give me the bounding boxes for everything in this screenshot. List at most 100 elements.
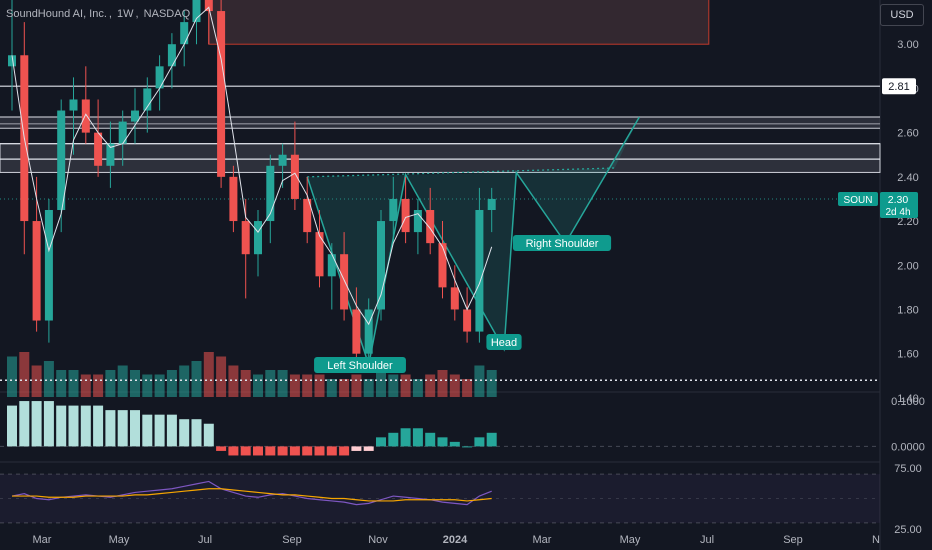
volume-bar — [376, 370, 386, 397]
histogram-bar — [191, 419, 202, 447]
head-label-bg — [486, 334, 522, 350]
volume-bar — [486, 370, 497, 397]
time-tick: 2024 — [443, 534, 468, 546]
histogram-bar — [130, 410, 140, 447]
histogram-bar — [289, 446, 300, 456]
volume-bar — [154, 374, 165, 397]
volume-bar — [351, 374, 362, 397]
candle-body — [155, 66, 164, 89]
candle-body — [438, 243, 447, 288]
candle-body — [352, 309, 361, 354]
time-tick: Sep — [783, 534, 803, 546]
histogram-bar — [154, 414, 165, 447]
symbol-name: SoundHound AI, Inc. — [6, 8, 107, 20]
histogram-bar — [302, 446, 313, 456]
candle-body — [487, 198, 496, 210]
histogram-bar — [31, 401, 42, 447]
time-tick: Jul — [198, 534, 212, 546]
price-tick: 1.80 — [897, 304, 918, 316]
time-axis[interactable]: Mar May Jul Sep Nov 2024 Mar May Jul Sep N — [33, 534, 881, 546]
volume-bar — [400, 374, 411, 397]
pattern-labels[interactable]: Left Shoulder Head Right Shoulder — [314, 235, 612, 373]
histogram-bar — [314, 446, 325, 456]
candle-body — [217, 11, 226, 177]
time-tick: Mar — [33, 534, 52, 546]
candle-body — [278, 154, 287, 166]
volume-bar — [7, 356, 17, 397]
chart-header: SoundHound AI, Inc., 1W, NASDAQ — [6, 8, 191, 20]
volume-bar — [68, 370, 79, 397]
candle-body — [44, 210, 53, 321]
currency-button[interactable]: USD — [880, 4, 924, 26]
histogram-bar — [351, 446, 362, 451]
volume-bar — [326, 379, 337, 397]
candle-body — [303, 198, 312, 233]
histogram-bar — [93, 405, 104, 447]
histogram-bar — [240, 446, 251, 456]
time-tick: Nov — [368, 534, 388, 546]
candle-body — [57, 110, 66, 210]
candle-body — [377, 221, 385, 310]
rsi-tick: 25.00 — [894, 524, 922, 536]
histogram-bar — [376, 437, 386, 447]
candle-body — [106, 143, 115, 166]
candle-body — [413, 210, 422, 233]
histogram-bar — [265, 446, 276, 456]
candle-body — [94, 132, 103, 166]
rsi-tick: 75.00 — [894, 463, 922, 475]
oscillator-histogram — [7, 401, 497, 456]
horizontal-levels[interactable] — [0, 85, 880, 200]
histogram-bar — [166, 414, 177, 447]
left-shoulder-label-bg — [314, 357, 406, 373]
candle-body — [254, 221, 262, 255]
osc-tick: 0.0000 — [891, 441, 925, 453]
histogram-bar — [179, 419, 190, 447]
moving-average — [11, 6, 493, 326]
volume-bar — [339, 379, 350, 397]
volume-bar — [130, 370, 140, 397]
resistance-box[interactable] — [208, 0, 710, 45]
histogram-bar — [142, 414, 153, 447]
histogram-bar — [80, 405, 91, 447]
candle-body — [475, 210, 484, 332]
level-band — [0, 117, 880, 129]
price-tick: 2.60 — [897, 128, 918, 140]
candle-body — [315, 232, 324, 277]
volume-bar — [93, 374, 104, 397]
candle-body — [81, 99, 90, 133]
price-tick: 2.00 — [897, 260, 918, 272]
volume-bar — [474, 365, 485, 397]
volume-bars — [7, 352, 497, 397]
candle-body — [118, 121, 127, 144]
histogram-bar — [216, 446, 227, 451]
rsi-band — [0, 474, 880, 523]
volume-bar — [56, 370, 67, 397]
candle-body — [32, 221, 41, 321]
volume-bar — [253, 374, 263, 397]
histogram-bar — [486, 432, 497, 447]
zone-box[interactable] — [0, 143, 881, 173]
osc-tick: 0.1000 — [891, 396, 925, 408]
volume-bar — [265, 370, 276, 397]
histogram-bar — [43, 401, 54, 447]
price-axis[interactable]: 3.002.802.602.402.202.001.801.601.400.10… — [838, 39, 925, 536]
volume-bar — [412, 379, 423, 397]
rsi-series-line — [11, 480, 492, 506]
volume-bar — [462, 379, 473, 397]
histogram-bar — [7, 405, 17, 447]
volume-bar — [166, 370, 177, 397]
time-tick: Sep — [282, 534, 302, 546]
histogram-bar — [363, 446, 374, 451]
pane-bg — [0, 0, 880, 392]
level-price-box — [882, 78, 916, 95]
candle-body — [167, 44, 176, 67]
histogram-bar — [437, 437, 448, 447]
candle-body — [204, 0, 213, 12]
volume-bar — [277, 370, 288, 397]
candle-body — [364, 309, 373, 354]
interval: 1W — [117, 8, 134, 20]
candle-body — [401, 198, 410, 233]
volume-bar — [142, 374, 153, 397]
candle-body — [290, 154, 299, 199]
